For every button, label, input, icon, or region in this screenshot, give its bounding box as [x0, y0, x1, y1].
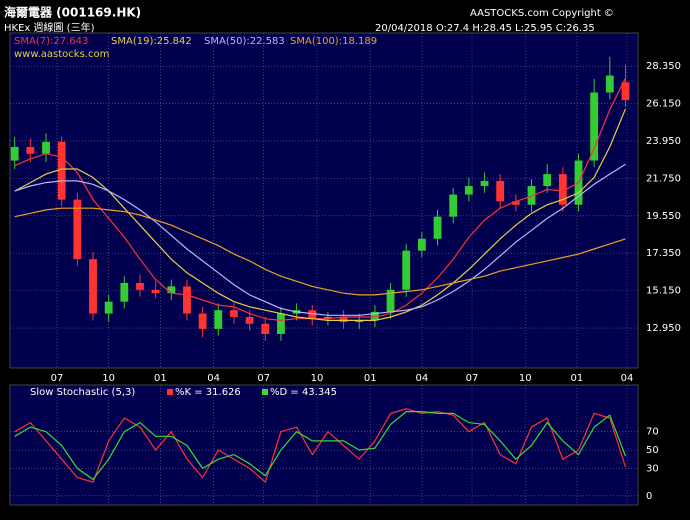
series-line: [14, 411, 627, 481]
x-tick-label: 01: [364, 373, 377, 384]
candle-body: [26, 146, 35, 154]
y-tick-label: 70: [646, 427, 659, 438]
series-line: [14, 77, 627, 322]
legend-swatch: [167, 389, 173, 395]
candle-body: [151, 289, 160, 294]
candle-body: [73, 199, 82, 260]
candle-body: [183, 286, 191, 314]
x-tick-label: 07: [51, 373, 64, 384]
copyright: AASTOCKS.com Copyright ©: [470, 8, 614, 19]
candle-body: [496, 180, 505, 202]
candle-body: [527, 186, 536, 205]
y-tick-label: 50: [646, 445, 659, 456]
chart-title: 海爾電器 (001169.HK): [4, 5, 141, 20]
candle-body: [167, 286, 176, 294]
candle-body: [449, 194, 458, 217]
legend-label: SMA(7):27.643: [14, 36, 88, 47]
candle-body: [42, 141, 50, 154]
candle-body: [89, 259, 97, 314]
stochastic-panel: [9, 384, 639, 506]
x-tick-label: 10: [519, 373, 532, 384]
candle-body: [355, 320, 364, 323]
candle-body: [230, 310, 238, 317]
candle-body: [324, 316, 332, 319]
candle-body: [277, 313, 285, 334]
x-tick-label: 04: [416, 373, 429, 384]
legend-label: SMA(100):18.189: [290, 36, 377, 47]
x-tick-label: 07: [466, 373, 479, 384]
candle-body: [402, 250, 411, 290]
x-tick-label: 04: [207, 373, 220, 384]
legend-label: %K = 31.626: [175, 387, 241, 398]
x-tick-label: 07: [257, 373, 270, 384]
candle-body: [558, 174, 567, 205]
candle-body: [57, 141, 66, 200]
candle-body: [511, 201, 520, 205]
candle-body: [120, 282, 129, 302]
watermark: www.aastocks.com: [14, 49, 109, 60]
candle-body: [261, 323, 270, 334]
series-line: [14, 163, 626, 316]
legend-label: SMA(19):25.842: [111, 36, 192, 47]
candle-body: [10, 146, 19, 161]
y-tick-label: 26.150: [646, 99, 681, 110]
candle-body: [386, 289, 395, 312]
legend-label: SMA(50):22.583: [204, 36, 285, 47]
series-line: [14, 408, 627, 484]
candle-body: [308, 310, 317, 319]
candle-body: [543, 174, 552, 187]
y-tick-label: 17.350: [646, 248, 681, 259]
y-tick-label: 28.350: [646, 61, 681, 72]
x-tick-label: 04: [621, 373, 634, 384]
legend-swatch: [262, 389, 268, 395]
x-tick-label: 01: [154, 373, 167, 384]
candle-body: [417, 238, 426, 251]
candle-body: [480, 180, 489, 187]
y-tick-label: 15.150: [646, 286, 681, 297]
candle-body: [339, 316, 348, 323]
x-tick-label: 10: [102, 373, 115, 384]
candle-body: [621, 82, 630, 101]
y-tick-label: 0: [646, 491, 652, 502]
stochastic-title: Slow Stochastic (5,3): [30, 387, 135, 398]
y-tick-label: 21.750: [646, 173, 681, 184]
y-tick-label: 23.950: [646, 136, 681, 147]
candle-body: [590, 92, 599, 161]
candle-body: [198, 313, 207, 329]
quote: 20/04/2018 O:27.4 H:28.45 L:25.95 C:26.3…: [375, 23, 595, 34]
legend-label: %D = 43.345: [270, 387, 337, 398]
subtitle: HKEx 週線圖 (三年): [4, 21, 95, 34]
candle-body: [214, 310, 223, 329]
candle-body: [370, 311, 379, 321]
candle-body: [464, 186, 473, 195]
candle-body: [605, 75, 614, 93]
x-tick-label: 10: [311, 373, 324, 384]
candle-body: [104, 301, 113, 314]
series-line: [14, 108, 627, 321]
candle-body: [136, 282, 144, 290]
candle-body: [433, 216, 442, 239]
x-tick-label: 01: [571, 373, 584, 384]
candle-body: [245, 316, 254, 324]
y-tick-label: 12.950: [646, 323, 681, 334]
y-tick-label: 19.550: [646, 211, 681, 222]
series-line: [14, 207, 626, 296]
y-tick-label: 30: [646, 463, 659, 474]
